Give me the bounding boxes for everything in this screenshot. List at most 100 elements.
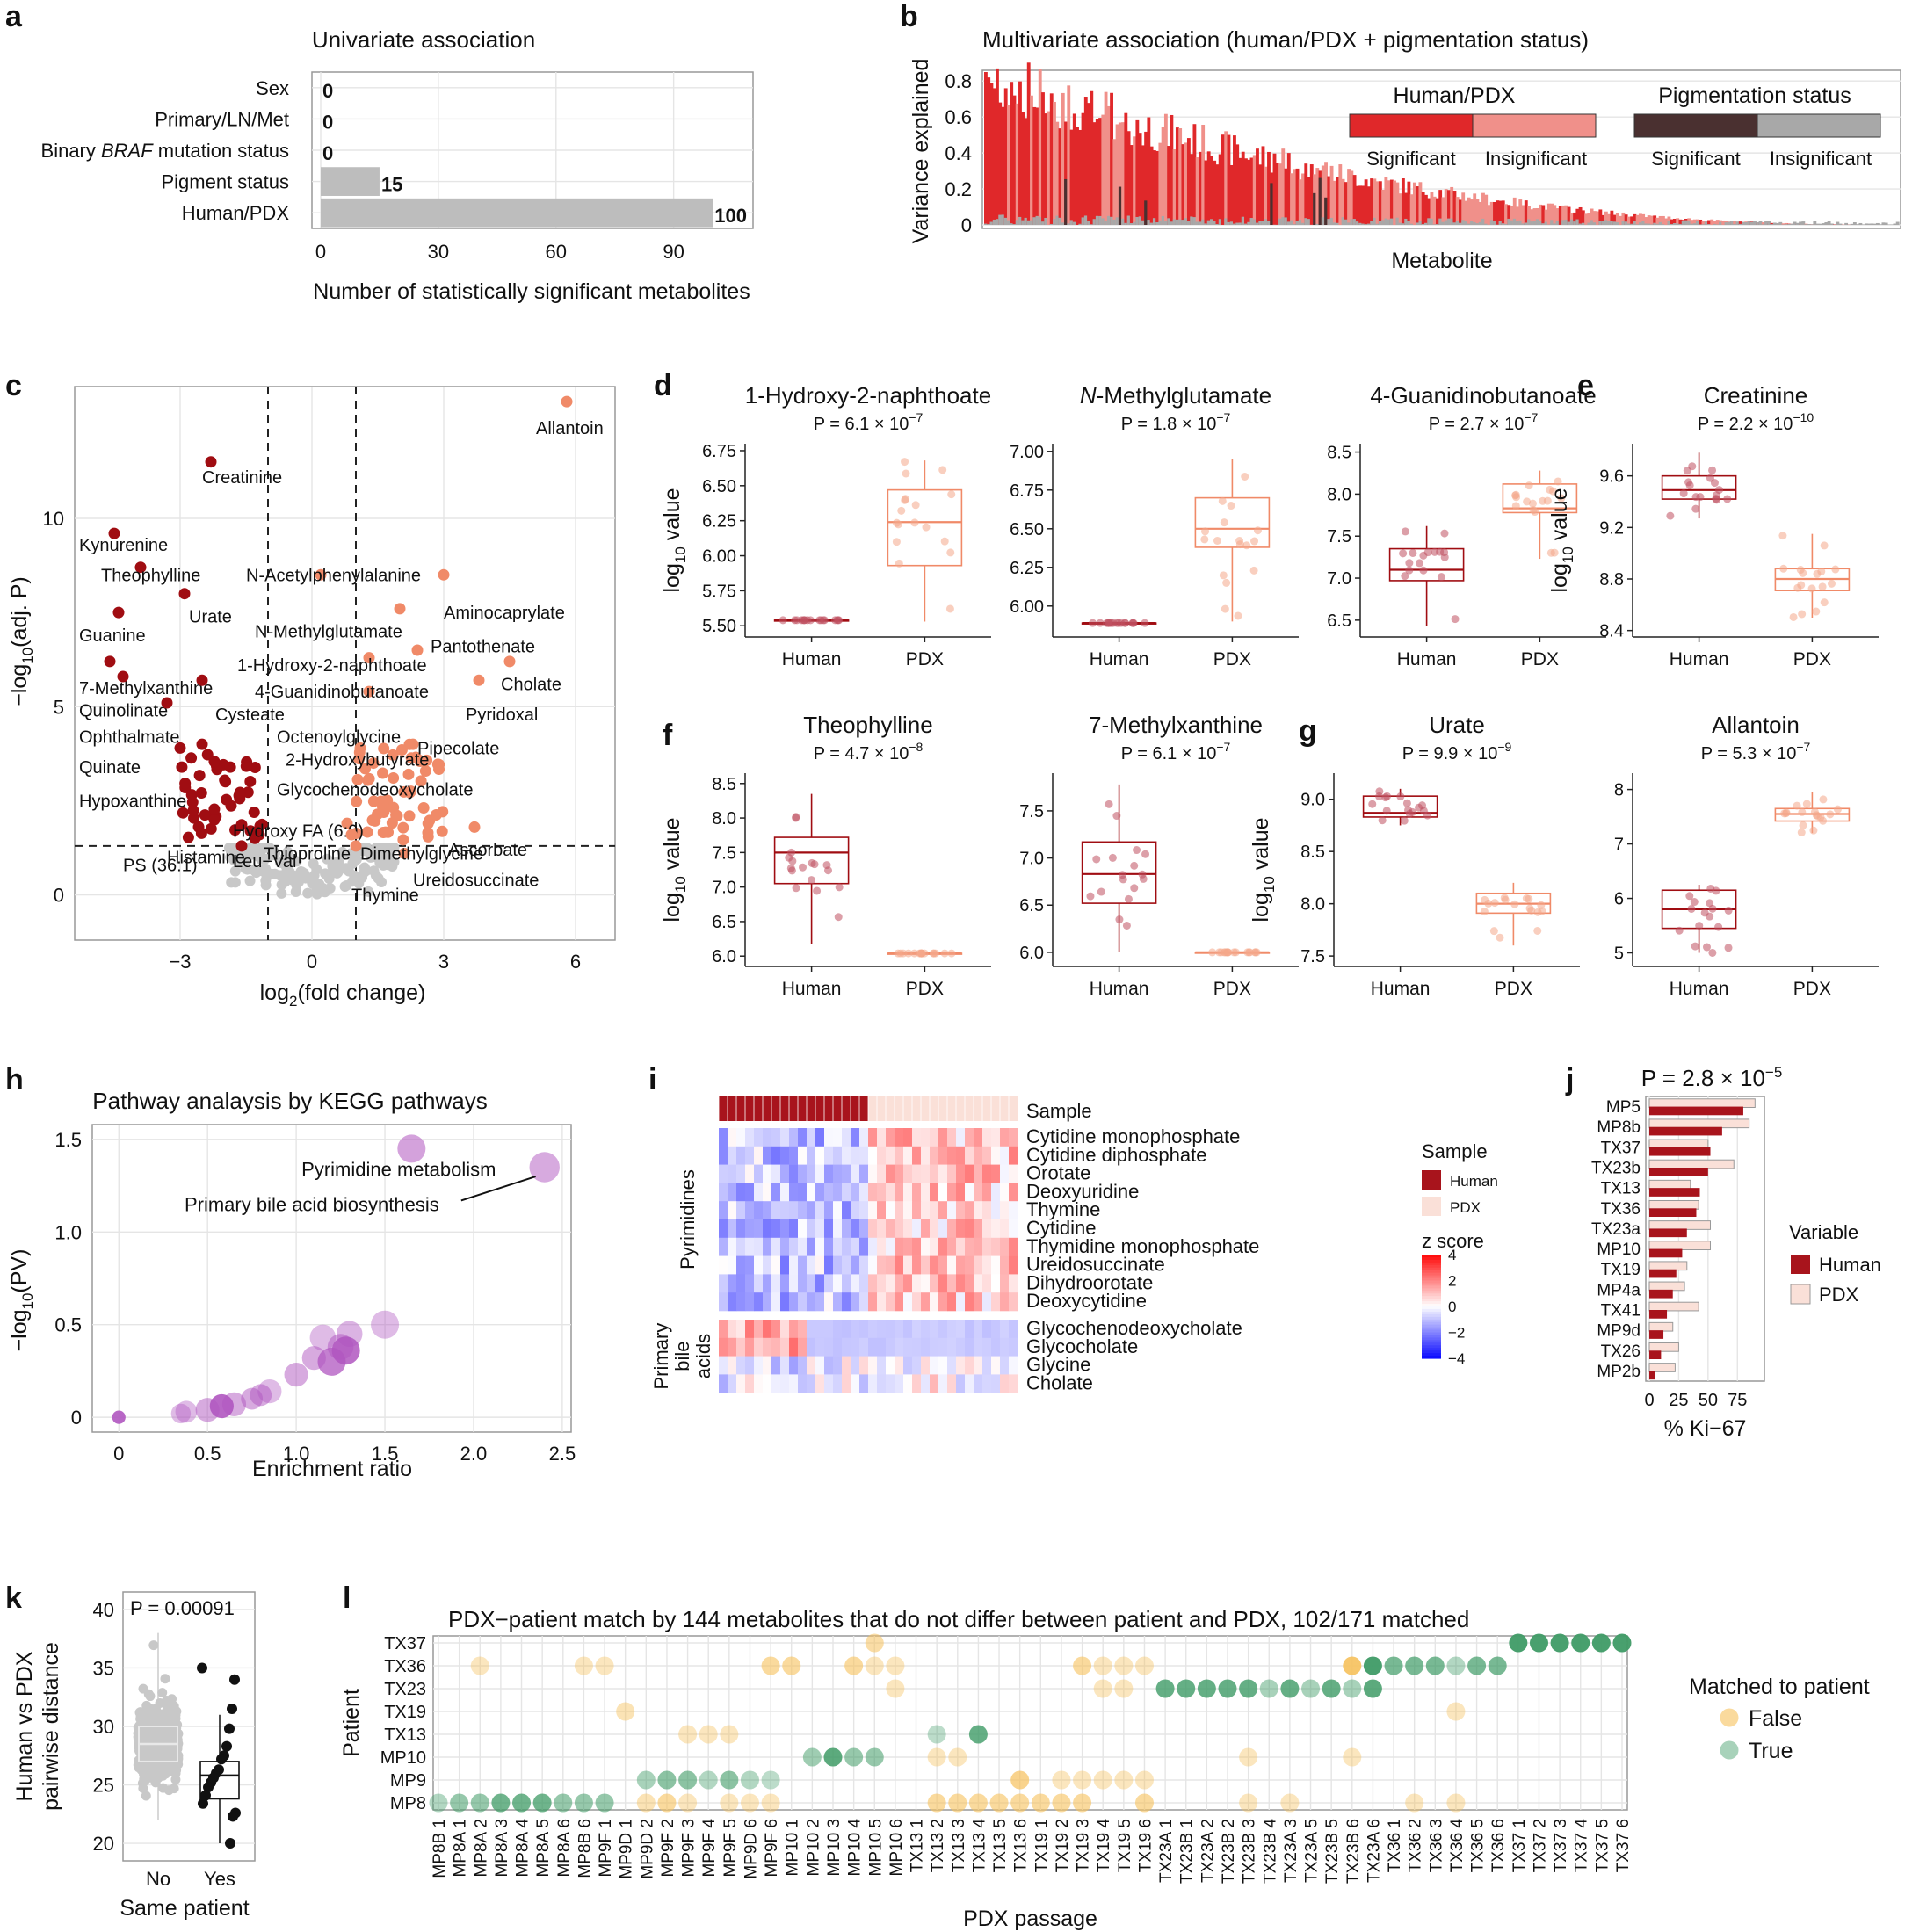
panel-i-cell xyxy=(745,1337,755,1357)
panel-b-bar xyxy=(1221,134,1225,225)
panel-i-cell xyxy=(947,1292,957,1312)
panel-b-pig-bar xyxy=(1170,221,1174,225)
boxplot-point xyxy=(1440,529,1449,538)
panel-j-bar-pdx xyxy=(1648,1159,1735,1169)
panel-h-pathway-point xyxy=(112,1410,126,1424)
panel-b-bar xyxy=(1181,144,1185,225)
panel-i-cell xyxy=(736,1255,746,1275)
panel-b-pig-bar xyxy=(1550,220,1554,225)
boxplot-point xyxy=(1405,566,1414,575)
panel-l-patient-label: TX19 xyxy=(384,1703,426,1722)
panel-c-point-ns xyxy=(341,879,352,891)
panel-i-cell xyxy=(974,1164,983,1183)
panel-c-label-down: Quinolinate xyxy=(79,702,168,721)
panel-i-cell xyxy=(745,1219,755,1239)
panel-b-bar xyxy=(1564,205,1568,225)
panel-b-pig-bar xyxy=(1398,222,1402,225)
panel-b-pig-bar xyxy=(1810,224,1814,225)
panel-b-pig-bar xyxy=(1003,217,1008,225)
panel-i-cell xyxy=(868,1237,878,1256)
panel-i-cell xyxy=(903,1128,913,1147)
boxplot-point xyxy=(1200,535,1209,544)
panel-i-cell xyxy=(982,1337,992,1357)
panel-i-cell xyxy=(1000,1255,1010,1275)
boxplot-point xyxy=(1523,497,1532,506)
boxplot-point xyxy=(1218,496,1227,505)
panel-b-bar xyxy=(1581,210,1585,225)
panel-c-label-down: Leu−Val xyxy=(233,852,296,872)
panel-i-cell xyxy=(965,1237,974,1256)
panel-b-bar xyxy=(1378,181,1382,225)
panel-i-cell xyxy=(947,1128,957,1147)
panel-b-pig-bar xyxy=(1893,223,1897,225)
panel-i-cell xyxy=(719,1128,728,1147)
panel-c-xlabel-sub: 2 xyxy=(289,993,297,1009)
panel-b-pig-bar xyxy=(1787,224,1791,225)
panel-c-point-up xyxy=(391,810,403,822)
panel-i-cell xyxy=(903,1183,913,1202)
panel-i-cell xyxy=(736,1237,746,1256)
panel-c-label-down: 7-Methylxanthine xyxy=(79,679,213,698)
boxplot-group-label: PDX xyxy=(1793,649,1831,669)
panel-i-cell xyxy=(851,1201,860,1220)
panel-l-passage-label: TX37 5 xyxy=(1593,1819,1612,1872)
boxplot-point xyxy=(1550,548,1559,557)
panel-l-passage-label: TX19 1 xyxy=(1032,1819,1051,1872)
panel-b-pig-bar xyxy=(989,221,994,225)
panel-b-pig-bar xyxy=(1327,219,1331,225)
panel-i-cell xyxy=(798,1128,808,1147)
panel-i-cell xyxy=(947,1356,957,1375)
panel-b-pig-bar xyxy=(1298,220,1302,225)
panel-l-point-unmatched xyxy=(1343,1656,1362,1675)
panel-i-cell xyxy=(1000,1237,1010,1256)
panel-b-pig-bar xyxy=(1178,219,1183,225)
panel-b-pig-bar xyxy=(1501,223,1505,225)
panel-h-ytick: 0 xyxy=(71,1407,82,1429)
boxplot-point xyxy=(1396,792,1405,801)
boxplot-point xyxy=(1242,541,1251,550)
boxplot-point xyxy=(940,537,949,546)
panel-b-bar xyxy=(1204,160,1208,225)
panel-l-point-matched xyxy=(1488,1656,1507,1675)
panel-i-legend-gradient xyxy=(1422,1264,1441,1269)
panel-b-pig-bar xyxy=(1527,219,1531,225)
panel-i-cell xyxy=(921,1128,931,1147)
panel-h-annotation: Primary bile acid biosynthesis xyxy=(185,1194,439,1216)
panel-l-passage-label: MP8A 5 xyxy=(534,1819,553,1878)
panel-h-frame xyxy=(91,1124,572,1433)
panel-b-pig-bar xyxy=(1395,217,1400,225)
panel-c-label-up: Hydroxy FA (6:0) xyxy=(233,822,364,842)
panel-a-value-label: 15 xyxy=(381,174,402,196)
panel-b-bar xyxy=(1361,185,1365,225)
boxplot-point xyxy=(1802,800,1811,808)
boxplot-p-value: P = 6.1 × 10−7 xyxy=(1121,740,1231,763)
panel-c-point-ns xyxy=(333,857,344,868)
panel-b-pig-bar xyxy=(1324,197,1328,225)
boxplot-ytick: 5.75 xyxy=(702,582,736,601)
panel-l-passage-label: TX37 1 xyxy=(1510,1819,1529,1872)
panel-i-cell xyxy=(912,1337,922,1357)
panel-c-point-up xyxy=(366,814,379,827)
panel-b-bar xyxy=(1467,197,1471,225)
panel-k-point-no xyxy=(167,1749,177,1760)
panel-i-cell xyxy=(859,1164,869,1183)
panel-i-legend-gradient xyxy=(1422,1327,1441,1331)
panel-i-cell xyxy=(842,1255,851,1275)
panel-c-point-ns xyxy=(374,857,386,869)
panel-b-pig-bar xyxy=(1764,221,1768,225)
panel-b-bar xyxy=(1069,129,1074,225)
panel-b-bar xyxy=(1055,121,1060,225)
panel-i-cell xyxy=(991,1201,1001,1220)
panel-b-bar xyxy=(1350,170,1354,225)
panel-b-pig-bar xyxy=(1624,221,1628,225)
panel-i-cell xyxy=(956,1237,966,1256)
panel-i-cell xyxy=(807,1201,816,1220)
panel-l-point-matched xyxy=(1384,1656,1403,1675)
panel-i-cell xyxy=(745,1320,755,1339)
panel-b-pig-bar xyxy=(1061,222,1065,225)
panel-h-xtick: 0 xyxy=(113,1443,124,1465)
panel-c-point-ns xyxy=(322,853,333,865)
panel-k-point-no xyxy=(158,1783,169,1793)
panel-j-bar-human xyxy=(1649,1126,1722,1136)
